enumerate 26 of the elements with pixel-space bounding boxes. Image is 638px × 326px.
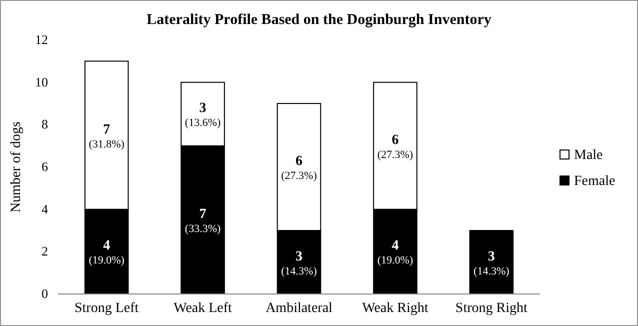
data-label: 6 (27.3%) [377, 132, 414, 161]
legend-label: Male [574, 148, 603, 163]
legend-label: Female [574, 174, 616, 189]
y-tick-label: 8 [42, 116, 48, 132]
x-tick-label: Weak Right [362, 301, 428, 316]
y-tick-label: 12 [35, 32, 48, 47]
chart-title: Laterality Profile Based on the Doginburgh Inventory [146, 12, 492, 28]
data-label: 7 (33.3%) [184, 206, 221, 235]
y-tick-label: 10 [35, 74, 48, 90]
y-axis-title: Number of dogs [9, 122, 24, 212]
data-label: 6 (27.3%) [281, 154, 318, 182]
data-label: 3 (13.6%) [184, 101, 221, 130]
data-label: 4 (19.0%) [377, 238, 414, 267]
bar [469, 230, 514, 294]
y-tick-label: 6 [42, 159, 48, 174]
y-tick-label: 0 [42, 286, 48, 301]
data-label: 4 (19.0%) [88, 238, 125, 267]
data-label: 3 (14.3%) [281, 249, 318, 278]
data-label: 7 (31.8%) [88, 122, 125, 150]
x-tick-label: Ambilateral [266, 301, 333, 316]
data-label: 3 (14.3%) [474, 249, 510, 278]
x-tick-label: Strong Left [74, 301, 139, 316]
y-tick-label: 2 [42, 244, 48, 259]
x-tick-label: Weak Left [174, 301, 232, 316]
x-tick-label: Strong Right [455, 301, 528, 316]
y-tick-label: 4 [42, 201, 48, 216]
